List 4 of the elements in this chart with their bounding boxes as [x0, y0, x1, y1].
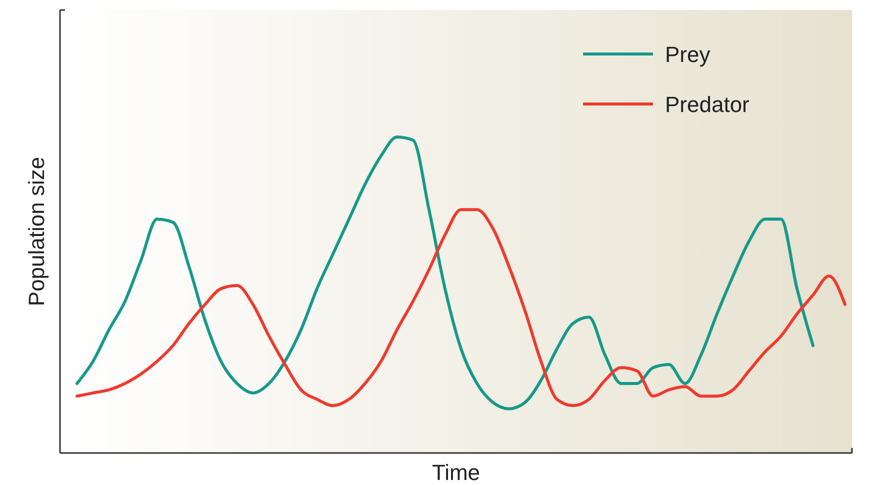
y-axis-title: Population size	[24, 156, 49, 306]
legend-label: Predator	[665, 92, 750, 117]
legend-label: Prey	[665, 42, 710, 67]
x-axis-title: Time	[432, 460, 480, 485]
